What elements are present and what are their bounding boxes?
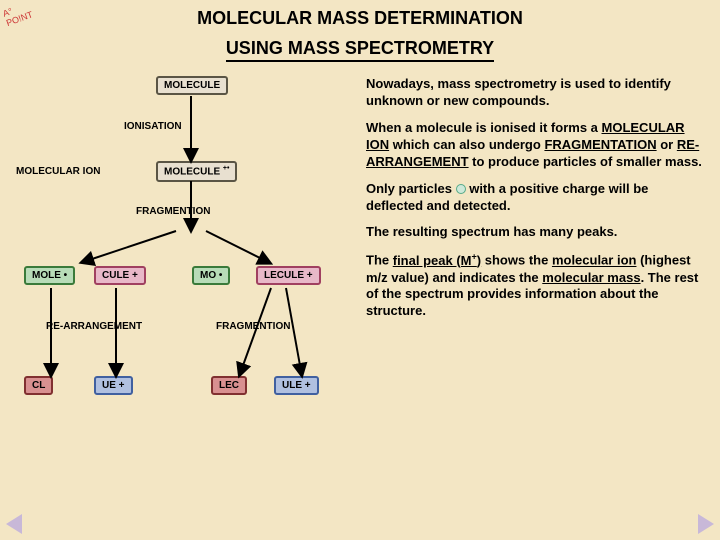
particle-icon [456, 184, 466, 194]
diagram-panel: MOLECULE IONISATION MOLECULAR ION MOLECU… [16, 76, 356, 330]
para-3: Only particles with a positive charge wi… [366, 181, 704, 215]
next-slide-button[interactable] [698, 514, 714, 534]
para-2: When a molecule is ionised it forms a MO… [366, 120, 704, 171]
title-line2: USING MASS SPECTROMETRY [226, 38, 494, 63]
box-frag2-2: LEC [211, 376, 247, 395]
box-frag-0: MOLE • [24, 266, 75, 285]
label-rearrangement: RE-ARRANGEMENT [46, 321, 142, 332]
label-fragmention-1: FRAGMENTION [136, 206, 210, 217]
para-5: The final peak (M+) shows the molecular … [366, 251, 704, 320]
diagram-arrows [16, 76, 356, 416]
para-1: Nowadays, mass spectrometry is used to i… [366, 76, 704, 110]
box-frag-1: CULE + [94, 266, 146, 285]
box-frag2-1: UE + [94, 376, 133, 395]
box-frag2-0: CL [24, 376, 53, 395]
label-molecular-ion: MOLECULAR ION [16, 166, 100, 177]
para-4: The resulting spectrum has many peaks. [366, 224, 704, 241]
label-fragmention-2: FRAGMENTION [216, 321, 290, 332]
box-frag-2: MO • [192, 266, 230, 285]
box-frag2-3: ULE + [274, 376, 319, 395]
slide-content: A°PO!NT MOLECULAR MASS DETERMINATION USI… [0, 0, 720, 540]
prev-slide-button[interactable] [6, 514, 22, 534]
box-frag-3: LECULE + [256, 266, 321, 285]
title-block: MOLECULAR MASS DETERMINATION USING MASS … [16, 8, 704, 68]
text-panel: Nowadays, mass spectrometry is used to i… [366, 76, 704, 330]
box-molecule-top: MOLECULE [156, 76, 228, 95]
label-ionisation: IONISATION [124, 121, 182, 132]
title-line1: MOLECULAR MASS DETERMINATION [197, 8, 523, 32]
box-molecule-mid: MOLECULE +• [156, 161, 237, 181]
